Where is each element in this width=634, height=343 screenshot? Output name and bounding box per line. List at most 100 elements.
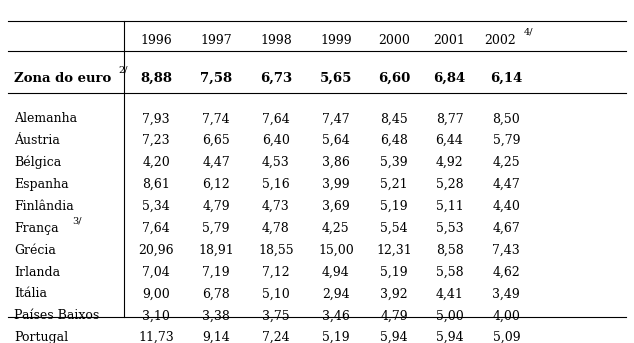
Text: 4,79: 4,79 xyxy=(380,309,408,322)
Text: 4,41: 4,41 xyxy=(436,287,463,300)
Text: Espanha: Espanha xyxy=(14,178,68,191)
Text: 7,12: 7,12 xyxy=(262,265,290,279)
Text: 5,11: 5,11 xyxy=(436,200,463,213)
Text: 6,14: 6,14 xyxy=(490,72,522,85)
Text: 2002: 2002 xyxy=(484,34,516,47)
Text: 6,40: 6,40 xyxy=(262,134,290,147)
Text: 5,28: 5,28 xyxy=(436,178,463,191)
Text: 6,48: 6,48 xyxy=(380,134,408,147)
Text: 7,19: 7,19 xyxy=(202,265,230,279)
Text: Finlândia: Finlândia xyxy=(14,200,74,213)
Text: França: França xyxy=(14,222,58,235)
Text: 5,16: 5,16 xyxy=(262,178,290,191)
Text: 8,50: 8,50 xyxy=(493,113,521,125)
Text: 6,65: 6,65 xyxy=(202,134,230,147)
Text: 15,00: 15,00 xyxy=(318,244,354,257)
Text: Bélgica: Bélgica xyxy=(14,156,61,169)
Text: 3,75: 3,75 xyxy=(262,309,290,322)
Text: 3,86: 3,86 xyxy=(322,156,350,169)
Text: 3/: 3/ xyxy=(72,217,82,226)
Text: 7,24: 7,24 xyxy=(262,331,290,343)
Text: 6,44: 6,44 xyxy=(436,134,463,147)
Text: 5,64: 5,64 xyxy=(322,134,350,147)
Text: 6,60: 6,60 xyxy=(378,72,410,85)
Text: Irlanda: Irlanda xyxy=(14,265,60,279)
Text: 4,47: 4,47 xyxy=(493,178,521,191)
Text: 9,00: 9,00 xyxy=(142,287,170,300)
Text: 2000: 2000 xyxy=(378,34,410,47)
Text: 4,94: 4,94 xyxy=(322,265,350,279)
Text: 7,23: 7,23 xyxy=(142,134,170,147)
Text: 4,25: 4,25 xyxy=(493,156,520,169)
Text: 3,92: 3,92 xyxy=(380,287,408,300)
Text: 4,67: 4,67 xyxy=(493,222,521,235)
Text: 7,64: 7,64 xyxy=(142,222,170,235)
Text: 2/: 2/ xyxy=(118,65,127,74)
Text: 18,55: 18,55 xyxy=(258,244,294,257)
Text: 5,79: 5,79 xyxy=(493,134,520,147)
Text: Áustria: Áustria xyxy=(14,134,60,147)
Text: 4/: 4/ xyxy=(524,27,533,36)
Text: 3,38: 3,38 xyxy=(202,309,230,322)
Text: 8,58: 8,58 xyxy=(436,244,463,257)
Text: 8,88: 8,88 xyxy=(140,72,172,85)
Text: 11,73: 11,73 xyxy=(138,331,174,343)
Text: 3,49: 3,49 xyxy=(493,287,521,300)
Text: 1996: 1996 xyxy=(140,34,172,47)
Text: 7,74: 7,74 xyxy=(202,113,230,125)
Text: 8,61: 8,61 xyxy=(142,178,170,191)
Text: 4,62: 4,62 xyxy=(493,265,521,279)
Text: 5,39: 5,39 xyxy=(380,156,408,169)
Text: 4,40: 4,40 xyxy=(493,200,521,213)
Text: 4,73: 4,73 xyxy=(262,200,290,213)
Text: 5,58: 5,58 xyxy=(436,265,463,279)
Text: 5,54: 5,54 xyxy=(380,222,408,235)
Text: 18,91: 18,91 xyxy=(198,244,234,257)
Text: 3,69: 3,69 xyxy=(322,200,350,213)
Text: 7,58: 7,58 xyxy=(200,72,232,85)
Text: 4,25: 4,25 xyxy=(322,222,350,235)
Text: 4,00: 4,00 xyxy=(493,309,521,322)
Text: 7,64: 7,64 xyxy=(262,113,290,125)
Text: 3,46: 3,46 xyxy=(322,309,350,322)
Text: 5,21: 5,21 xyxy=(380,178,408,191)
Text: 6,12: 6,12 xyxy=(202,178,230,191)
Text: 5,65: 5,65 xyxy=(320,72,352,85)
Text: 1997: 1997 xyxy=(200,34,232,47)
Text: Alemanha: Alemanha xyxy=(14,113,77,125)
Text: 4,47: 4,47 xyxy=(202,156,230,169)
Text: 4,20: 4,20 xyxy=(142,156,170,169)
Text: Zona do euro: Zona do euro xyxy=(14,72,111,85)
Text: 7,04: 7,04 xyxy=(142,265,170,279)
Text: 6,78: 6,78 xyxy=(202,287,230,300)
Text: 7,47: 7,47 xyxy=(322,113,350,125)
Text: 5,79: 5,79 xyxy=(202,222,230,235)
Text: 5,19: 5,19 xyxy=(380,200,408,213)
Text: 20,96: 20,96 xyxy=(138,244,174,257)
Text: 1999: 1999 xyxy=(320,34,352,47)
Text: 4,79: 4,79 xyxy=(202,200,230,213)
Text: 8,77: 8,77 xyxy=(436,113,463,125)
Text: 5,94: 5,94 xyxy=(436,331,463,343)
Text: 4,92: 4,92 xyxy=(436,156,463,169)
Text: 8,45: 8,45 xyxy=(380,113,408,125)
Text: 2001: 2001 xyxy=(434,34,465,47)
Text: 6,73: 6,73 xyxy=(260,72,292,85)
Text: 6,84: 6,84 xyxy=(434,72,466,85)
Text: 5,94: 5,94 xyxy=(380,331,408,343)
Text: 1998: 1998 xyxy=(260,34,292,47)
Text: Portugal: Portugal xyxy=(14,331,68,343)
Text: Itália: Itália xyxy=(14,287,47,300)
Text: Grécia: Grécia xyxy=(14,244,56,257)
Text: 5,53: 5,53 xyxy=(436,222,463,235)
Text: 5,10: 5,10 xyxy=(262,287,290,300)
Text: 7,43: 7,43 xyxy=(493,244,521,257)
Text: 9,14: 9,14 xyxy=(202,331,230,343)
Text: 5,19: 5,19 xyxy=(380,265,408,279)
Text: 2,94: 2,94 xyxy=(322,287,350,300)
Text: 5,19: 5,19 xyxy=(322,331,350,343)
Text: 5,09: 5,09 xyxy=(493,331,520,343)
Text: 4,53: 4,53 xyxy=(262,156,290,169)
Text: 5,34: 5,34 xyxy=(142,200,170,213)
Text: 12,31: 12,31 xyxy=(376,244,412,257)
